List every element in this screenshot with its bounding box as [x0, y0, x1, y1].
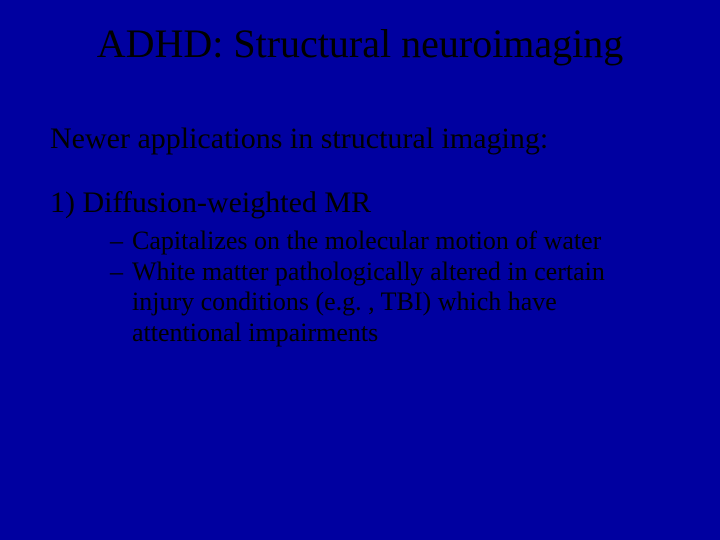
slide-title: ADHD: Structural neuroimaging: [50, 20, 670, 67]
list-item: White matter pathologically altered in c…: [110, 257, 670, 349]
bullet-list: Capitalizes on the molecular motion of w…: [110, 226, 670, 349]
slide: ADHD: Structural neuroimaging Newer appl…: [0, 0, 720, 540]
slide-subhead: Newer applications in structural imaging…: [50, 122, 670, 156]
list-item: Capitalizes on the molecular motion of w…: [110, 226, 670, 257]
numbered-item: 1) Diffusion-weighted MR: [50, 186, 670, 220]
